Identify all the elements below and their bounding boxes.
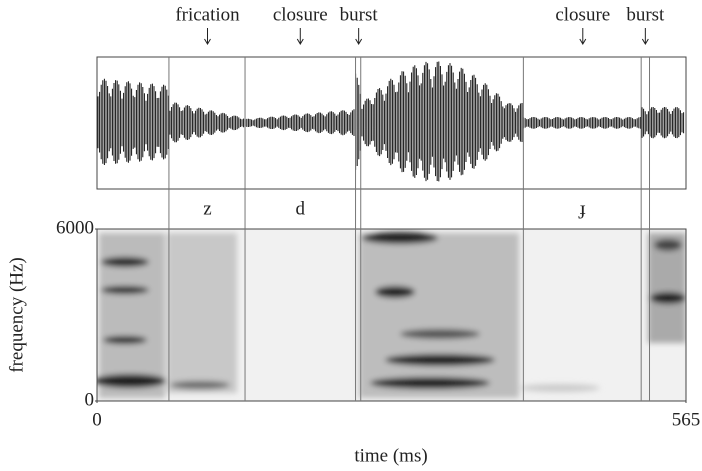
x-tick-label: 565 bbox=[672, 409, 701, 430]
spectrogram-frame bbox=[96, 228, 687, 402]
x-axis-label: time (ms) bbox=[354, 445, 427, 466]
y-tick-label: 6000 bbox=[56, 217, 94, 238]
annotation-arrow bbox=[579, 28, 587, 45]
segment-label: d bbox=[296, 198, 306, 219]
waveform-frame bbox=[96, 56, 687, 190]
annotation: closure bbox=[555, 4, 610, 25]
segment-label: z bbox=[203, 198, 211, 219]
y-tick-label: 0 bbox=[85, 389, 95, 410]
spectrogram-image bbox=[97, 229, 686, 401]
waveform-image bbox=[97, 61, 685, 182]
annotation: burst bbox=[626, 4, 665, 25]
annotation: burst bbox=[340, 4, 379, 25]
segment-label: ɟ bbox=[578, 198, 586, 219]
waveform bbox=[97, 61, 685, 182]
annotation-arrow bbox=[641, 28, 649, 45]
annotation: frication bbox=[175, 4, 240, 25]
y-axis-label: frequency (Hz) bbox=[6, 257, 27, 373]
annotation: closure bbox=[273, 4, 328, 25]
annotation-arrow bbox=[296, 28, 304, 45]
annotation-arrow bbox=[355, 28, 363, 45]
annotation-arrow bbox=[204, 28, 211, 45]
x-tick-label: 0 bbox=[92, 409, 102, 430]
